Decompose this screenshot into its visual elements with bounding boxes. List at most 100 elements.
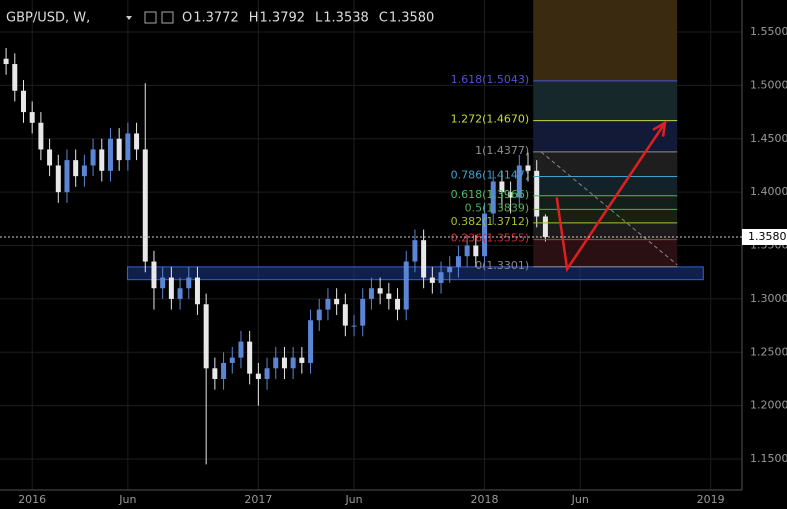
y-tick-label: 1.4500 bbox=[750, 132, 787, 145]
candle-body bbox=[499, 181, 505, 193]
y-tick-label: 1.2500 bbox=[750, 345, 787, 358]
ohlc-value: 1.3772 bbox=[193, 11, 239, 26]
candle-body bbox=[490, 181, 496, 214]
candle-body bbox=[20, 90, 26, 113]
x-tick-label: Jun bbox=[571, 493, 589, 506]
y-tick-label: 1.5500 bbox=[750, 25, 787, 38]
x-tick-label: 2019 bbox=[697, 493, 725, 506]
price-axis bbox=[742, 0, 787, 509]
candle-body bbox=[142, 149, 148, 262]
candle-body bbox=[160, 277, 166, 289]
candle-body bbox=[308, 320, 314, 363]
fib-band bbox=[533, 239, 678, 267]
fib-band bbox=[533, 120, 678, 152]
candle-body bbox=[412, 240, 418, 262]
candle-body bbox=[281, 357, 287, 369]
candle-body bbox=[351, 325, 357, 327]
candle-body bbox=[3, 58, 9, 65]
candle-body bbox=[73, 160, 79, 177]
candle-body bbox=[273, 357, 279, 369]
candle-body bbox=[334, 298, 340, 305]
fib-label: 0.618(1.3966) bbox=[451, 188, 530, 201]
candle-body bbox=[90, 149, 96, 166]
candle-body bbox=[29, 112, 35, 123]
candle-body bbox=[525, 165, 531, 171]
candle-body bbox=[99, 149, 105, 171]
candle-body bbox=[177, 288, 183, 299]
candle-body bbox=[386, 293, 392, 299]
candle-body bbox=[534, 170, 540, 217]
candle-body bbox=[12, 64, 18, 91]
candle-body bbox=[368, 288, 374, 299]
y-tick-label: 1.5000 bbox=[750, 78, 787, 91]
candle-body bbox=[482, 213, 488, 257]
fib-band bbox=[533, 0, 678, 81]
candle-body bbox=[377, 288, 383, 294]
fib-label: 0.236(1.3555) bbox=[451, 232, 530, 245]
icon bbox=[144, 11, 157, 24]
candle-body bbox=[473, 245, 479, 257]
trend-line bbox=[540, 151, 678, 266]
fib-label: 1(1.4377) bbox=[475, 144, 529, 157]
symbol: GBP/USD, W, bbox=[6, 11, 90, 26]
icon bbox=[161, 11, 174, 24]
candle-body bbox=[47, 149, 53, 166]
last-price-label: 1.3580 bbox=[748, 230, 787, 243]
candle-body bbox=[134, 133, 140, 150]
candle-body bbox=[325, 298, 331, 310]
candle-body bbox=[290, 357, 296, 369]
y-tick-label: 1.3000 bbox=[750, 292, 787, 305]
last-price-tag bbox=[742, 228, 787, 245]
y-tick-label: 1.1500 bbox=[750, 452, 787, 465]
candle-body bbox=[264, 368, 270, 379]
x-tick-label: Jun bbox=[118, 493, 136, 506]
candle-body bbox=[203, 304, 209, 369]
candle-body bbox=[64, 160, 70, 193]
candle-body bbox=[299, 357, 305, 363]
ohlc-value: 1.3792 bbox=[260, 11, 306, 26]
candle-body bbox=[194, 277, 200, 305]
fib-band bbox=[533, 176, 678, 196]
ohlc-value: 1.3580 bbox=[389, 11, 435, 26]
fib-band bbox=[533, 209, 678, 223]
x-tick-label: Jun bbox=[344, 493, 362, 506]
candle-body bbox=[421, 240, 427, 278]
fib-label: 0(1.3301) bbox=[475, 259, 529, 272]
candle-body bbox=[38, 122, 44, 150]
candle-body bbox=[395, 298, 401, 310]
x-tick-label: 2016 bbox=[18, 493, 46, 506]
x-tick-label: 2017 bbox=[244, 493, 272, 506]
candle-body bbox=[55, 165, 61, 193]
fib-band bbox=[533, 195, 678, 210]
fib-band bbox=[533, 222, 678, 240]
candle-body bbox=[447, 266, 453, 273]
x-tick-label: 2018 bbox=[471, 493, 499, 506]
dropdown-icon bbox=[126, 16, 132, 20]
ohlc-value: 1.3538 bbox=[323, 11, 369, 26]
candle-body bbox=[168, 277, 174, 299]
candle-body bbox=[81, 165, 87, 177]
candle-body bbox=[316, 309, 322, 321]
fib-label: 0.382(1.3712) bbox=[451, 215, 530, 228]
fib-label: 0.5(1.3839) bbox=[465, 201, 530, 214]
candle-body bbox=[360, 298, 366, 326]
fib-band bbox=[533, 151, 678, 177]
candle-body bbox=[151, 261, 157, 289]
candle-body bbox=[342, 304, 348, 326]
candle-body bbox=[508, 192, 514, 198]
candle-body bbox=[516, 165, 522, 198]
ohlc-key: L bbox=[315, 11, 323, 26]
y-tick-label: 1.2000 bbox=[750, 399, 787, 412]
fib-band bbox=[533, 80, 678, 121]
ohlc-key: H bbox=[249, 11, 259, 26]
candle-body bbox=[403, 261, 409, 310]
candle-body bbox=[464, 245, 470, 257]
candle-body bbox=[247, 341, 253, 374]
projection-arrow bbox=[555, 122, 667, 273]
candle-body bbox=[229, 357, 235, 363]
fib-label: 1.618(1.5043) bbox=[451, 73, 530, 86]
candle-body bbox=[455, 256, 461, 267]
candle-body bbox=[125, 133, 131, 161]
